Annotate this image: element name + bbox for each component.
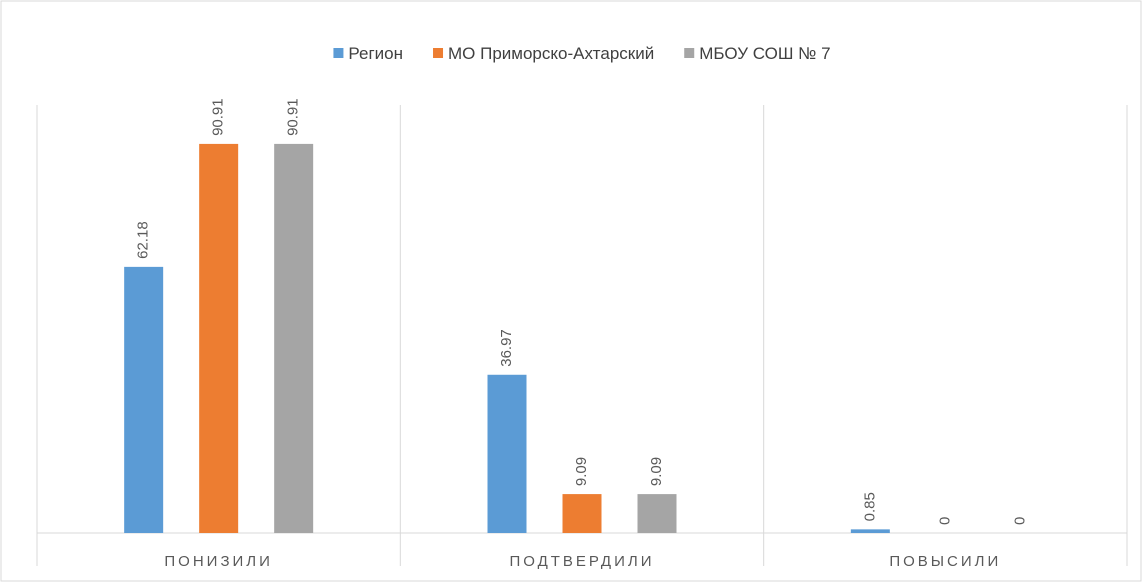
bar <box>199 143 239 533</box>
bar <box>274 143 314 533</box>
data-label: 9.09 <box>573 457 590 486</box>
x-tick-label: ПОВЫСИЛИ <box>889 553 1001 570</box>
legend-swatch <box>333 48 344 58</box>
legend-swatch <box>433 48 444 58</box>
bar <box>487 374 527 533</box>
data-label: 0 <box>936 517 953 525</box>
data-label: 90.91 <box>210 98 227 136</box>
data-label: 36.97 <box>498 329 515 367</box>
bar <box>637 494 677 533</box>
x-tick-label: ПОДТВЕРДИЛИ <box>509 553 654 570</box>
data-label: 9.09 <box>648 457 665 486</box>
legend-label: Регион <box>348 44 403 63</box>
bar <box>562 494 602 533</box>
data-label: 0.85 <box>861 492 878 521</box>
bar <box>850 529 890 533</box>
data-label: 62.18 <box>135 221 152 259</box>
legend-swatch <box>684 48 695 58</box>
legend-label: МБОУ СОШ № 7 <box>699 44 830 63</box>
x-tick-label: ПОНИЗИЛИ <box>164 553 273 570</box>
legend-label: МО Приморско-Ахтарский <box>448 44 654 63</box>
data-label: 90.91 <box>285 98 302 136</box>
bar <box>124 266 164 533</box>
data-label: 0 <box>1011 517 1028 525</box>
